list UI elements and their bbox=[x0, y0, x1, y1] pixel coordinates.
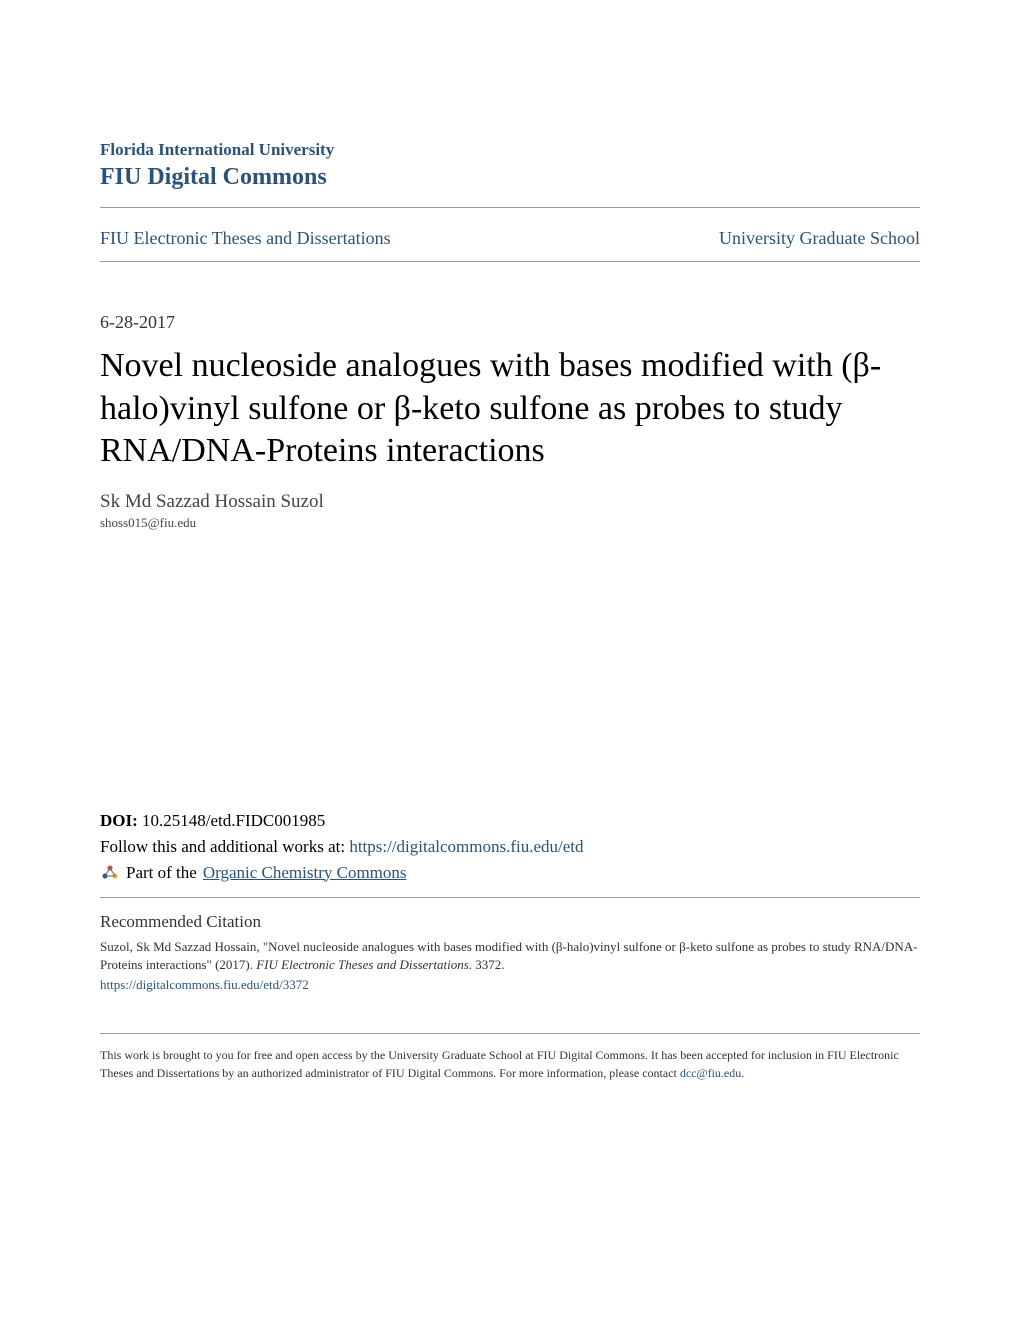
footer-text: This work is brought to you for free and… bbox=[100, 1046, 920, 1082]
citation-heading: Recommended Citation bbox=[100, 912, 920, 932]
footer-section: This work is brought to you for free and… bbox=[100, 1033, 920, 1082]
spacer bbox=[100, 531, 920, 811]
footer-text-1: This work is brought to you for free and… bbox=[100, 1048, 899, 1080]
citation-italic: FIU Electronic Theses and Dissertations bbox=[256, 957, 469, 972]
citation-body: Suzol, Sk Md Sazzad Hossain, "Novel nucl… bbox=[100, 938, 920, 974]
part-of-section: Part of the Organic Chemistry Commons bbox=[100, 863, 920, 898]
digital-commons-title: FIU Digital Commons bbox=[100, 164, 920, 191]
citation-text-2: . 3372. bbox=[469, 957, 505, 972]
follow-prefix: Follow this and additional works at: bbox=[100, 837, 345, 856]
follow-section: Follow this and additional works at: htt… bbox=[100, 837, 920, 857]
citation-link[interactable]: https://digitalcommons.fiu.edu/etd/3372 bbox=[100, 977, 920, 993]
doi-section: DOI: 10.25148/etd.FIDC001985 bbox=[100, 811, 920, 831]
publication-date: 6-28-2017 bbox=[100, 312, 920, 333]
nav-link-theses[interactable]: FIU Electronic Theses and Dissertations bbox=[100, 228, 391, 249]
citation-text-1: Suzol, Sk Md Sazzad Hossain, "Novel nucl… bbox=[100, 939, 918, 972]
university-name: Florida International University bbox=[100, 140, 920, 160]
follow-link[interactable]: https://digitalcommons.fiu.edu/etd bbox=[349, 837, 583, 856]
part-of-prefix: Part of the bbox=[126, 863, 197, 883]
nav-row: FIU Electronic Theses and Dissertations … bbox=[100, 216, 920, 262]
footer-text-2: . bbox=[741, 1066, 744, 1080]
author-email: shoss015@fiu.edu bbox=[100, 515, 920, 531]
doi-value: 10.25148/etd.FIDC001985 bbox=[142, 811, 325, 830]
part-of-link[interactable]: Organic Chemistry Commons bbox=[203, 863, 407, 883]
author-name: Sk Md Sazzad Hossain Suzol bbox=[100, 491, 920, 513]
paper-title: Novel nucleoside analogues with bases mo… bbox=[100, 345, 920, 473]
nav-link-graduate-school[interactable]: University Graduate School bbox=[719, 228, 920, 249]
doi-label: DOI: bbox=[100, 811, 138, 830]
header-section: Florida International University FIU Dig… bbox=[100, 140, 920, 208]
footer-contact-link[interactable]: dcc@fiu.edu bbox=[680, 1066, 741, 1080]
network-icon bbox=[100, 863, 120, 883]
